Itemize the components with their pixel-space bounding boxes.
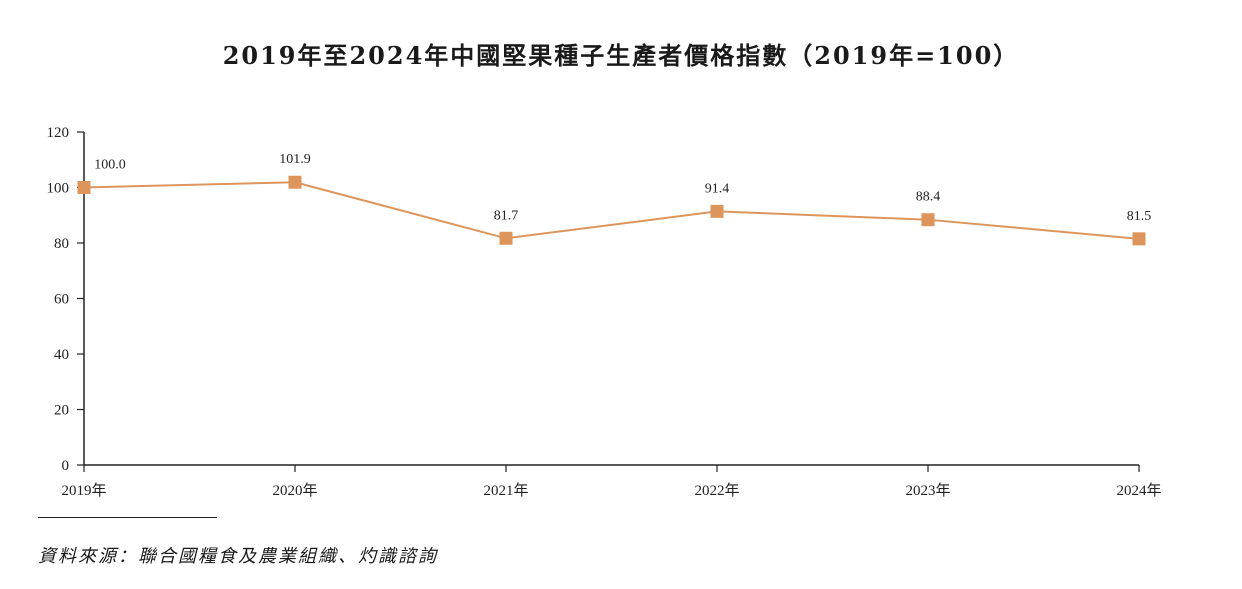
series-line bbox=[83, 181, 1140, 240]
source-note: 資料來源：聯合國糧食及農業組織、灼識諮詢 bbox=[38, 546, 438, 567]
y-tick-label: 120 bbox=[47, 125, 70, 141]
x-tick-label: 2023年 bbox=[905, 482, 950, 499]
data-label: 91.4 bbox=[705, 181, 730, 196]
y-tick-label: 20 bbox=[54, 403, 69, 419]
data-label: 81.7 bbox=[494, 208, 519, 223]
line-chart: 0 20 40 60 80 100 120 2019年 2020年 2021年 2022年 2023… bbox=[47, 125, 1162, 499]
y-tick-label: 100 bbox=[47, 181, 70, 197]
x-tick-label: 2021年 bbox=[483, 482, 528, 499]
data-label: 100.0 bbox=[94, 158, 126, 173]
data-label: 88.4 bbox=[916, 190, 941, 205]
y-tick-label: 80 bbox=[54, 236, 69, 252]
data-point-marker bbox=[288, 175, 302, 189]
x-axis: 2019年 2020年 2021年 2022年 2023年 2024年 bbox=[61, 464, 1162, 499]
x-tick-label: 2024年 bbox=[1116, 482, 1161, 499]
data-label: 81.5 bbox=[1127, 209, 1152, 224]
data-point-marker bbox=[710, 204, 724, 218]
data-point-marker bbox=[77, 181, 91, 194]
data-label: 101.9 bbox=[279, 152, 311, 167]
data-point-marker bbox=[499, 231, 513, 245]
y-tick-label: 60 bbox=[54, 292, 69, 308]
series-group: 100.0 101.9 81.7 91.4 88.4 81.5 bbox=[77, 152, 1152, 246]
y-axis: 0 20 40 60 80 100 120 bbox=[47, 125, 85, 474]
data-point-marker bbox=[1132, 232, 1146, 246]
source-divider bbox=[38, 517, 217, 518]
y-tick-label: 0 bbox=[62, 458, 70, 474]
y-tick-label: 40 bbox=[54, 347, 69, 363]
data-point-marker bbox=[921, 213, 935, 227]
chart-title: 2019年至2024年中國堅果種子生產者價格指數（2019年=100） bbox=[222, 41, 1020, 70]
x-tick-label: 2019年 bbox=[61, 482, 106, 499]
x-tick-label: 2022年 bbox=[694, 482, 739, 499]
x-tick-label: 2020年 bbox=[272, 482, 317, 499]
